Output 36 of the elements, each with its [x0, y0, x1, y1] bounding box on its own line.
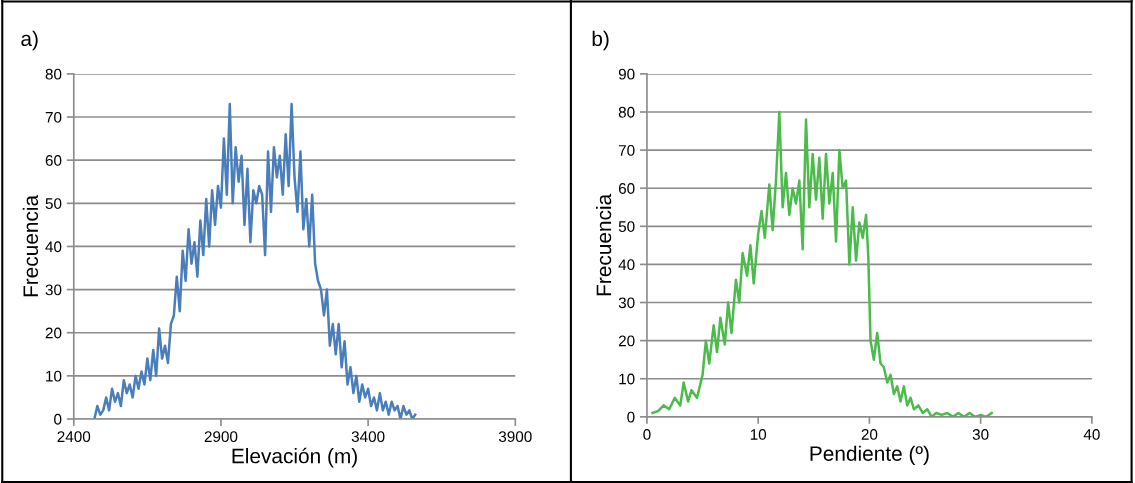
y-axis-title: Frecuencia — [595, 193, 612, 296]
y-tick-label: 60 — [618, 183, 635, 194]
y-tick-label: 40 — [45, 241, 62, 253]
y-tick-label: 70 — [618, 144, 635, 156]
y-tick-label: 80 — [618, 106, 635, 118]
y-tick-label: 60 — [45, 155, 62, 166]
y-tick-label: 20 — [618, 335, 635, 347]
y-tick-label: 30 — [618, 297, 635, 309]
y-axis-title: Frecuencia — [22, 194, 39, 297]
x-tick-label: 3400 — [351, 431, 385, 443]
line-series — [93, 102, 417, 419]
x-tick-label: 2900 — [204, 431, 238, 443]
y-tick-label: 10 — [619, 373, 635, 385]
y-tick-label: 50 — [45, 198, 62, 209]
y-tick-label: 50 — [618, 221, 635, 232]
x-axis-title: Elevación (m) — [232, 447, 357, 468]
y-tick-label: 10 — [46, 370, 62, 382]
x-tick-label: 10 — [750, 429, 767, 440]
x-tick-label: 0 — [643, 429, 651, 440]
text: b) — [592, 30, 609, 51]
x-axis-title: Pendiente (º) — [810, 445, 929, 466]
y-tick-label: 0 — [627, 411, 635, 423]
y-tick-label: 20 — [45, 327, 62, 339]
y-tick-label: 90 — [618, 68, 635, 80]
y-tick-label: 40 — [618, 259, 635, 271]
line-series — [651, 110, 994, 417]
x-tick-label: 30 — [972, 429, 989, 440]
y-tick-label: 70 — [45, 111, 62, 123]
y-tick-label: 30 — [45, 284, 62, 296]
x-tick-label: 2400 — [57, 431, 91, 443]
y-tick-label: 0 — [54, 413, 62, 425]
x-tick-label: 20 — [861, 429, 878, 440]
x-tick-label: 3900 — [498, 431, 532, 443]
text: a) — [21, 30, 38, 51]
x-tick-label: 40 — [1083, 429, 1100, 440]
y-tick-label: 80 — [45, 68, 62, 80]
